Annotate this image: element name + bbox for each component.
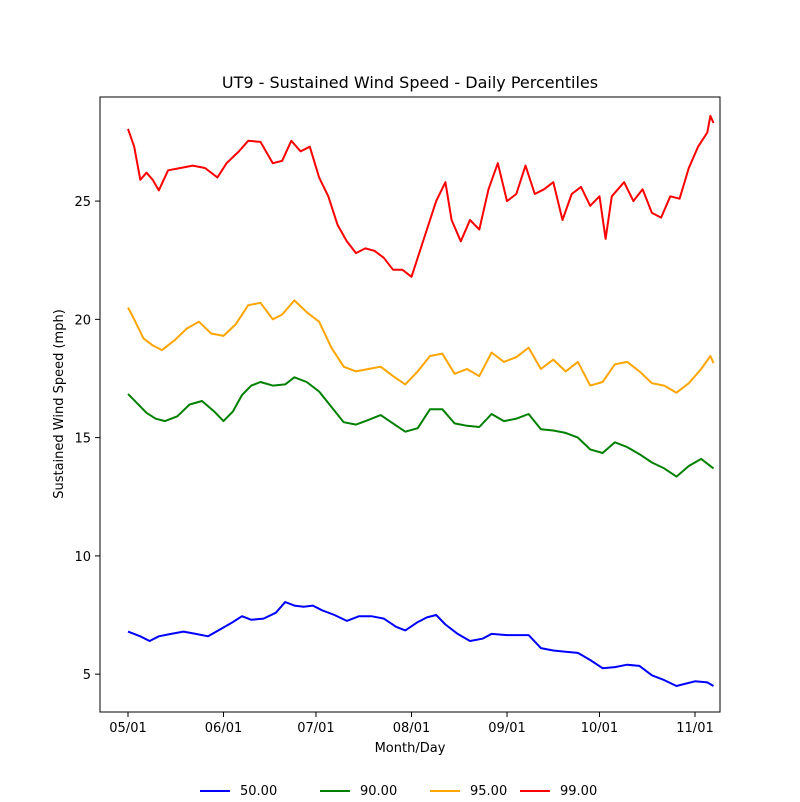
legend-item: 90.00 xyxy=(320,780,397,802)
x-tick-label: 08/01 xyxy=(393,721,430,736)
y-tick-label: 10 xyxy=(74,550,91,565)
legend-item: 95.00 xyxy=(430,780,507,802)
legend-label: 99.00 xyxy=(560,783,598,799)
chart-title: UT9 - Sustained Wind Speed - Daily Perce… xyxy=(222,73,598,92)
y-tick-label: 20 xyxy=(74,313,91,328)
series-line-95-00 xyxy=(127,299,715,394)
series-line-50-00 xyxy=(127,601,715,687)
legend-label: 90.00 xyxy=(360,783,398,799)
plot-area-frame xyxy=(99,96,721,713)
x-tick-label: 09/01 xyxy=(488,721,525,736)
legend-label: 50.00 xyxy=(240,783,278,799)
legend-swatch xyxy=(430,790,460,792)
x-tick-label: 06/01 xyxy=(205,721,242,736)
legend-swatch xyxy=(200,790,230,792)
legend-swatch xyxy=(320,790,350,792)
y-tick-label: 5 xyxy=(83,668,91,683)
series-line-90-00 xyxy=(127,376,715,478)
series-line-99-00 xyxy=(127,114,715,278)
x-tick-label: 11/01 xyxy=(676,721,713,736)
x-tick-label: 10/01 xyxy=(581,721,618,736)
legend-label: 95.00 xyxy=(470,783,508,799)
legend-swatch xyxy=(520,790,550,792)
legend: 50.00 90.00 95.00 99.00 xyxy=(0,780,800,802)
x-tick-label: 05/01 xyxy=(109,721,146,736)
x-axis-label: Month/Day xyxy=(375,741,446,756)
y-tick-label: 25 xyxy=(74,195,91,210)
y-axis-label: Sustained Wind Speed (mph) xyxy=(52,309,67,499)
x-tick-label: 07/01 xyxy=(297,721,334,736)
legend-item: 50.00 xyxy=(200,780,277,802)
y-tick-label: 15 xyxy=(74,432,91,447)
legend-item: 99.00 xyxy=(520,780,597,802)
